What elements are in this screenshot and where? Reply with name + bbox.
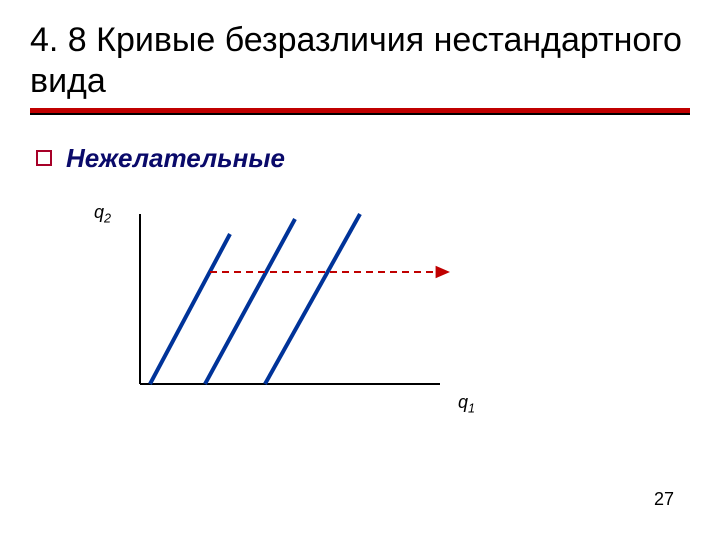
y-axis-label-sub: 2 xyxy=(104,211,111,225)
indifference-chart: q2 q1 xyxy=(120,204,540,424)
x-axis-label-base: q xyxy=(458,392,468,412)
y-axis-label: q2 xyxy=(94,202,111,226)
bullet-item: Нежелательные xyxy=(36,143,690,174)
bullet-marker-icon xyxy=(36,150,52,166)
slide: 4. 8 Кривые безразличия нестандартного в… xyxy=(0,0,720,540)
slide-title: 4. 8 Кривые безразличия нестандартного в… xyxy=(30,20,690,102)
x-axis-label: q1 xyxy=(458,392,475,416)
y-axis-label-base: q xyxy=(94,202,104,222)
title-rule-black xyxy=(30,113,690,115)
chart-svg xyxy=(120,204,480,404)
bullet-label: Нежелательные xyxy=(66,143,285,174)
page-number: 27 xyxy=(654,489,674,510)
x-axis-label-sub: 1 xyxy=(468,401,475,415)
